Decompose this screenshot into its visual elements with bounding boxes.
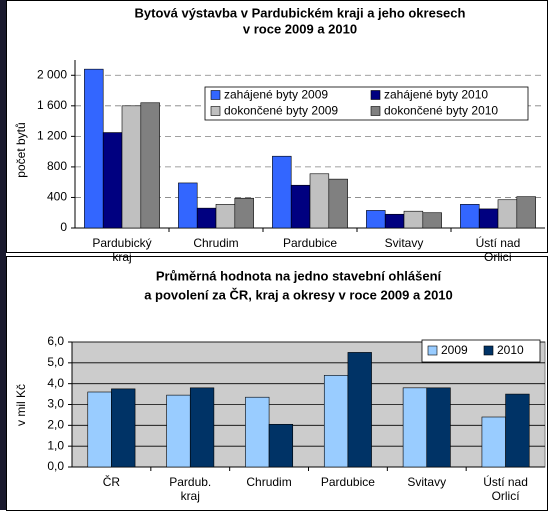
x-tick-label: Ústí nad Orlicí: [483, 475, 528, 503]
bar: [290, 184, 311, 229]
bar: [245, 396, 270, 468]
bar: [402, 387, 428, 468]
bar: [87, 391, 112, 468]
y-tick-label: 2,0: [47, 418, 64, 432]
legend-label: 2010: [497, 343, 524, 357]
bar: [166, 394, 191, 468]
bar: [309, 173, 330, 229]
y-tick-label: 1,0: [47, 438, 64, 452]
x-tick-text: Ústí nad Orlicí: [475, 236, 521, 264]
bar: [178, 182, 198, 229]
x-tick-text: Chrudim: [193, 236, 239, 250]
y-tick-label: 6,0: [47, 334, 64, 348]
chart-subtitle: a povolení za ČR, kraj a okresy v roce 2…: [144, 287, 453, 302]
x-tick-label: Svitavy: [407, 475, 447, 489]
legend-label: zahájené byty 2009: [224, 88, 328, 102]
x-tick-text: Pardubice: [320, 475, 375, 489]
bar: [460, 204, 480, 229]
x-tick-label: Ústí nad Orlicí: [475, 236, 521, 264]
y-tick-label: 0: [60, 220, 67, 234]
legend-swatch: [210, 90, 221, 100]
legend-label: dokončené byty 2009: [224, 104, 338, 118]
y-axis-label: v mil Kč: [14, 384, 28, 426]
legend-box: [421, 339, 541, 363]
x-tick-text: Svitavy: [384, 236, 424, 250]
x-tick-label: Svitavy: [384, 236, 424, 250]
x-tick-text: Ústí nad Orlicí: [483, 475, 528, 503]
bar: [268, 423, 294, 468]
y-axis-label: počet bytů: [14, 122, 28, 177]
bar: [215, 204, 236, 229]
y-tick-label: 0,0: [47, 459, 64, 473]
y-tick-label: 400: [47, 190, 67, 204]
bar: [111, 388, 136, 468]
bar: [505, 393, 530, 468]
bar: [366, 210, 386, 229]
bar: [328, 178, 348, 229]
bar: [347, 352, 372, 468]
legend-swatch: [370, 106, 381, 116]
y-tick-label: 3,0: [47, 397, 64, 411]
x-tick-label: Pardubický kraj: [92, 236, 152, 264]
bar: [516, 196, 536, 229]
x-tick-label: Pardubice: [320, 475, 375, 489]
legend-box: [204, 86, 529, 121]
legend-swatch: [427, 345, 438, 356]
bar: [497, 199, 518, 229]
y-tick-label: 5,0: [47, 355, 64, 369]
bar: [403, 210, 424, 229]
legend-swatch: [483, 345, 494, 356]
x-tick-text: Pardub. kraj: [169, 475, 212, 503]
bar: [189, 387, 215, 468]
bar: [102, 132, 123, 229]
bar: [140, 102, 160, 229]
bar: [384, 213, 405, 229]
x-tick-text: ČR: [102, 475, 121, 489]
legend-swatch: [370, 90, 381, 100]
bar: [234, 197, 254, 229]
y-tick-label: 800: [47, 159, 67, 173]
x-tick-text: Chrudim: [246, 475, 292, 489]
x-tick-text: Pardubický kraj: [92, 236, 152, 264]
bar: [323, 375, 349, 468]
x-tick-label: ČR: [102, 475, 121, 489]
bar: [121, 105, 142, 229]
bar: [422, 212, 442, 229]
chart-subtitle: v roce 2009 a 2010: [243, 21, 357, 36]
x-tick-text: Pardubice: [282, 236, 338, 250]
bar: [481, 416, 506, 468]
x-tick-label: Chrudim: [246, 475, 292, 489]
bar: [84, 68, 104, 229]
y-tick-label: 1 600: [37, 98, 67, 112]
y-tick-label: 1 200: [37, 129, 67, 143]
x-tick-label: Pardubice: [282, 236, 338, 250]
x-tick-text: Svitavy: [407, 475, 447, 489]
bar: [272, 155, 292, 229]
legend-label: dokončené byty 2010: [384, 104, 498, 118]
y-tick-label: 2 000: [37, 67, 67, 81]
x-tick-label: Pardub. kraj: [169, 475, 212, 503]
chart-title: Průměrná hodnota na jedno stavební ohláš…: [156, 268, 442, 283]
bar: [478, 208, 499, 229]
x-tick-label: Chrudim: [193, 236, 239, 250]
bar: [426, 387, 451, 468]
y-tick-label: 4,0: [47, 376, 64, 390]
legend-label: 2009: [441, 343, 468, 357]
legend-swatch: [210, 106, 221, 116]
chart-title: Bytová výstavba v Pardubickém kraji a je…: [135, 5, 466, 20]
legend-label: zahájené byty 2010: [384, 88, 488, 102]
bar: [196, 207, 217, 229]
left-edge: [0, 0, 6, 510]
